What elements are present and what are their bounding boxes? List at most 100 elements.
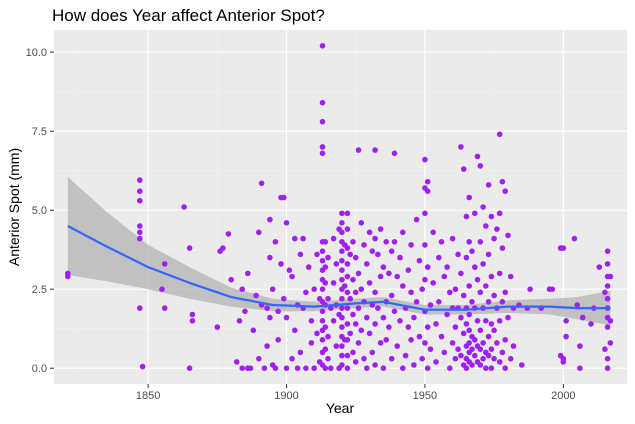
data-point [477,362,484,368]
data-point [455,251,461,258]
data-point [510,343,517,349]
data-point [449,235,456,242]
data-point [383,337,390,343]
data-point [65,270,71,277]
data-point [477,346,484,353]
data-point [391,239,398,245]
data-point [422,156,428,163]
data-point [344,352,351,359]
data-point [228,276,234,283]
data-point [604,365,611,372]
data-point [430,280,437,286]
data-point [466,194,473,201]
data-point [463,365,470,372]
data-point [372,235,378,242]
data-point [161,261,168,267]
data-point [458,314,464,321]
data-point [466,239,473,245]
data-point [483,223,489,229]
data-point [527,286,533,293]
data-point [408,337,414,343]
data-point [472,210,478,217]
data-point [372,321,378,327]
data-point [458,352,464,359]
data-point [505,314,511,321]
data-point [283,220,290,226]
data-point [339,248,345,254]
data-point [604,355,611,362]
data-point [366,280,373,286]
data-point [460,330,467,337]
data-point [469,346,475,353]
data-point [488,213,495,220]
data-point [369,248,376,254]
data-point [311,365,318,372]
data-point [333,343,340,349]
data-point [477,327,484,334]
data-point [250,327,257,334]
data-point [236,318,243,324]
data-point [239,286,245,293]
data-point [485,299,492,305]
data-point [319,337,326,343]
data-point [339,362,345,368]
data-point [413,299,420,305]
data-point [350,239,356,245]
data-point [397,254,403,261]
data-point [350,349,356,356]
data-point [400,229,406,236]
data-point [233,359,240,365]
data-point [322,264,329,270]
data-point [358,327,365,334]
data-point [494,340,500,346]
data-point [361,355,367,362]
data-point [303,289,309,296]
data-point [433,359,439,365]
data-point [247,365,254,372]
data-point [322,239,329,245]
data-point [424,188,431,194]
data-point [344,273,351,280]
x-tick-label: 2000 [551,390,575,402]
data-point [563,318,569,324]
data-point [319,318,326,324]
data-point [386,324,392,330]
data-point [386,270,392,277]
data-point [267,216,273,223]
data-point [272,239,279,245]
data-point [325,295,331,302]
data-point [602,289,608,296]
data-point [214,324,221,330]
data-point [499,245,506,251]
data-point [161,305,168,311]
y-tick-label: 2.5 [32,284,47,296]
data-point [574,302,580,308]
data-point [455,346,461,353]
data-point [391,150,398,157]
data-point [189,311,196,318]
data-point [579,314,586,321]
data-point [339,267,345,274]
x-axis-title: Year [326,400,355,416]
data-point [352,289,359,296]
data-point [344,210,351,217]
data-point [352,321,359,327]
data-point [380,314,387,321]
data-point [281,194,287,201]
data-point [275,308,282,315]
data-point [604,295,611,302]
data-point [419,286,426,293]
data-point [366,330,373,337]
data-point [496,270,503,277]
data-point [449,340,456,346]
data-point [314,330,320,337]
data-point [491,235,497,242]
data-point [339,295,345,302]
data-point [466,311,473,318]
data-point [339,305,345,311]
data-point [466,283,473,289]
data-point [474,318,481,324]
data-point [137,177,143,183]
data-point [369,349,376,356]
